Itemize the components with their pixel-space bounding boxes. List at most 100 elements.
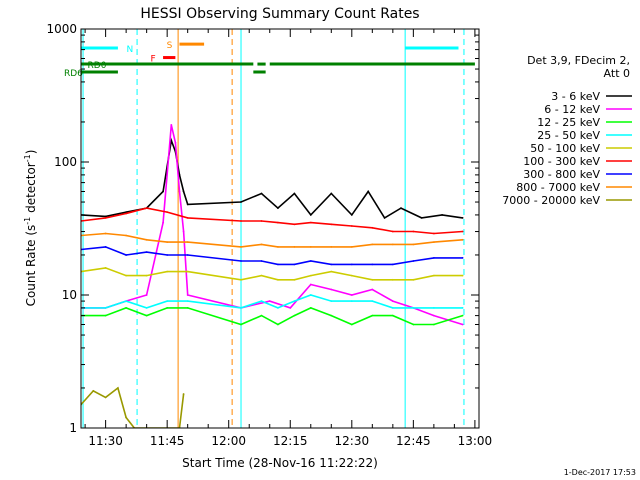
data-point [330,300,333,302]
data-point [277,278,279,281]
data-point [371,288,374,291]
data-point [350,263,353,266]
data-point [412,243,415,246]
data-point [145,307,148,309]
series-line-25-50-kev-0 [81,294,463,309]
legend-header-line2: Att 0 [604,67,630,80]
data-point [186,254,189,256]
flag-label-n: N [127,45,134,55]
data-point [260,243,263,246]
legend-label: 12 - 25 keV [537,116,600,129]
data-point [433,314,435,317]
x-axis-label: Start Time (28-Nov-16 11:22:22) [182,456,378,470]
y-axis: 1 10 100 1000 [46,22,479,435]
data-point [186,203,189,206]
data-point [186,241,189,244]
data-point [277,323,279,326]
plot-frame [80,28,480,429]
data-point [350,300,353,302]
y-axis-label-suffix: ) [24,150,38,155]
data-point [293,223,296,226]
x-axis: 11:30 11:45 12:00 12:15 12:30 12:45 13:00 [84,29,492,448]
data-point [461,257,464,259]
data-point [350,225,353,227]
data-point [412,307,415,309]
data-point [309,274,312,277]
data-point [350,294,353,296]
data-point [145,207,148,210]
y-axis-label-prefix: Count Rate (s [24,225,38,307]
data-point [371,278,374,281]
data-point [174,141,177,144]
x-tick-label: 12:30 [335,434,370,448]
data-point [260,192,263,195]
x-tick-label: 11:45 [150,434,185,448]
series-line-100-300-kev-0 [81,207,463,235]
data-point [309,221,312,224]
data-point [170,139,173,142]
data-point [260,314,263,317]
data-point [371,314,374,317]
legend-label: 7000 - 20000 keV [502,194,600,207]
data-point [433,241,435,244]
data-point [166,270,169,273]
data-point [433,257,435,259]
data-point [412,230,415,233]
data-point [104,314,107,317]
data-point [391,243,394,246]
data-point [461,323,464,326]
data-point [420,217,423,219]
data-point [92,390,95,392]
data-point [186,270,189,273]
observing-flags: N S F RD0 RD6 [64,41,475,79]
data-point [461,217,464,219]
data-point [125,254,127,256]
data-point [350,274,353,277]
data-point [309,246,312,248]
data-point [260,220,263,222]
data-point [441,214,443,216]
series-50-100-kev [81,267,464,281]
flag-label-s: S [167,41,173,51]
data-point [412,260,415,262]
series-3-6-kev [81,137,464,219]
data-point [433,307,435,309]
data-point [186,300,189,302]
series-line-800-7000-kev-0 [81,232,463,248]
data-point [309,294,312,296]
data-point [166,307,169,309]
data-point [277,207,279,210]
series-line-50-100-kev-0 [81,267,463,281]
data-point [350,323,353,326]
legend-label: 50 - 100 keV [530,142,600,155]
data-point [461,230,464,233]
legend-header-line1: Det 3,9, FDecim 2, [527,54,630,67]
data-point [461,307,464,309]
data-point [178,174,181,176]
data-point [145,294,148,296]
data-point [240,201,242,203]
data-point [182,230,185,233]
data-point [125,211,127,214]
series-800-7000-kev [81,232,464,248]
data-point [309,307,312,309]
data-point [240,307,242,309]
data-point [277,246,279,248]
series-25-50-kev [81,294,464,309]
data-point [260,260,263,262]
legend-label: 800 - 7000 keV [516,181,600,194]
data-point [145,251,148,254]
legend-label: 25 - 50 keV [537,129,600,142]
data-point [125,307,127,309]
data-point [412,323,415,326]
series-line-7000-20000-kev-0 [81,386,185,428]
data-point [145,314,148,317]
data-point [186,217,189,219]
y-tick-label: 1 [69,421,77,435]
data-point [289,307,292,309]
data-point [166,211,169,214]
data-point [309,283,312,286]
x-tick-label: 12:15 [273,434,308,448]
data-point [293,300,296,302]
data-point [166,241,169,244]
